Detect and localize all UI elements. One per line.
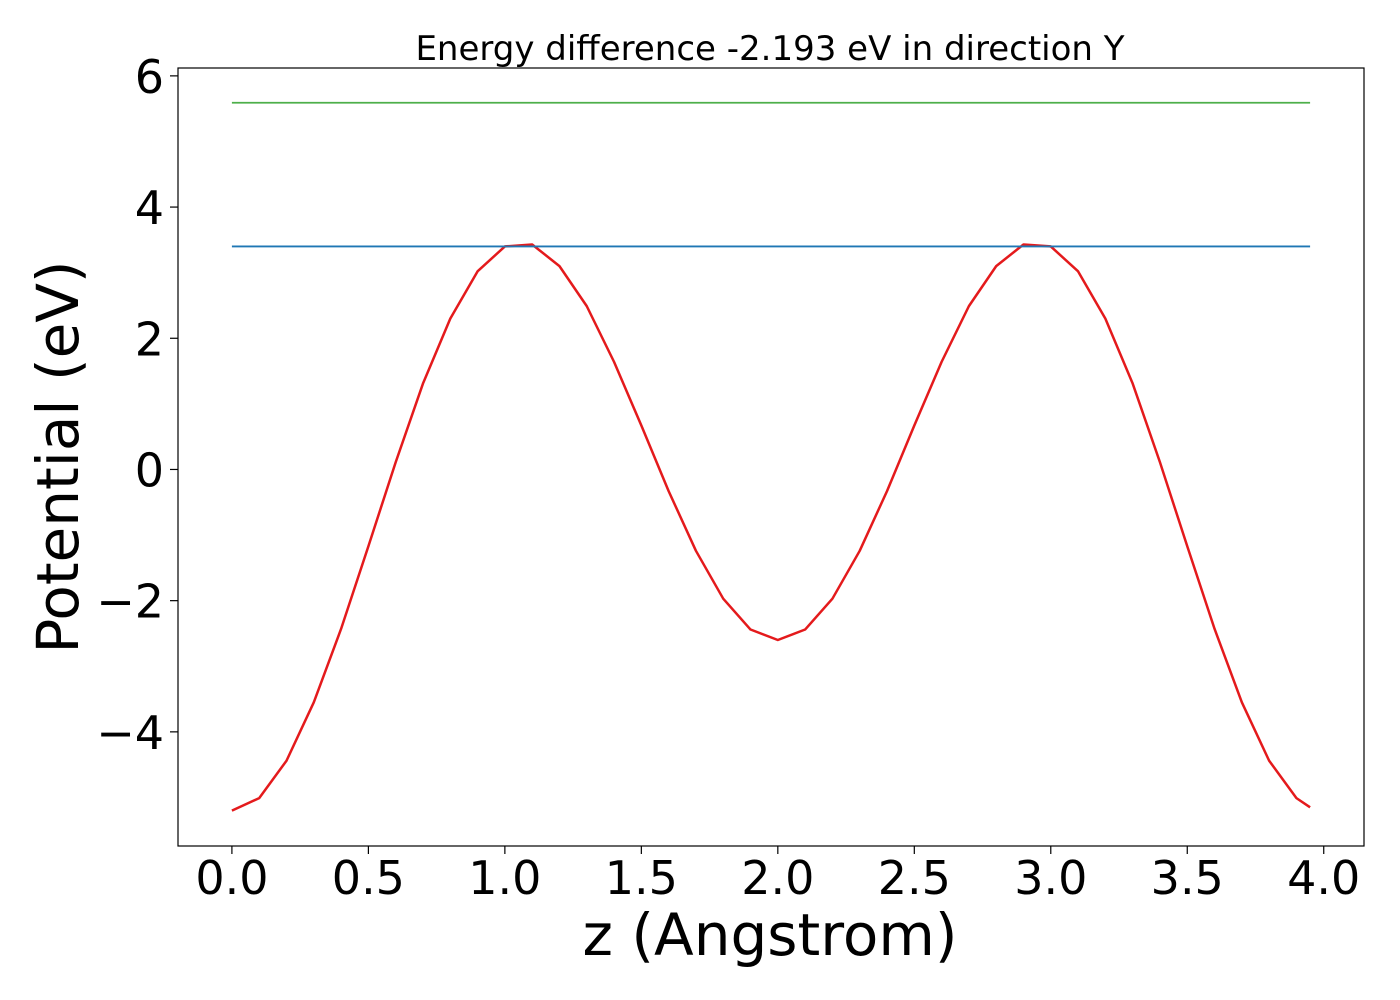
x-tick-label: 0.5 xyxy=(332,851,405,905)
x-axis-label: z (Angstrom) xyxy=(583,901,958,969)
x-tick-label: 0.0 xyxy=(195,851,268,905)
y-tick-label: 0 xyxy=(135,443,164,497)
x-tick-label: 2.0 xyxy=(741,851,814,905)
y-tick-label: −2 xyxy=(96,575,164,629)
x-tick-label: 1.5 xyxy=(605,851,678,905)
y-tick-label: 2 xyxy=(135,312,164,366)
series-line xyxy=(231,243,1311,812)
plot-frame xyxy=(177,67,1365,847)
y-tick-label: 6 xyxy=(135,50,164,104)
x-tick-label: 1.0 xyxy=(468,851,541,905)
x-tick-label: 2.5 xyxy=(878,851,951,905)
y-tick-label: 4 xyxy=(135,181,164,235)
y-axis-label: Potential (eV) xyxy=(24,260,92,653)
x-tick-label: 3.5 xyxy=(1151,851,1224,905)
x-tick-label: 3.0 xyxy=(1014,851,1087,905)
x-tick-label: 4.0 xyxy=(1287,851,1360,905)
y-tick-label: −4 xyxy=(96,706,164,760)
chart-title: Energy difference -2.193 eV in direction… xyxy=(415,29,1124,69)
